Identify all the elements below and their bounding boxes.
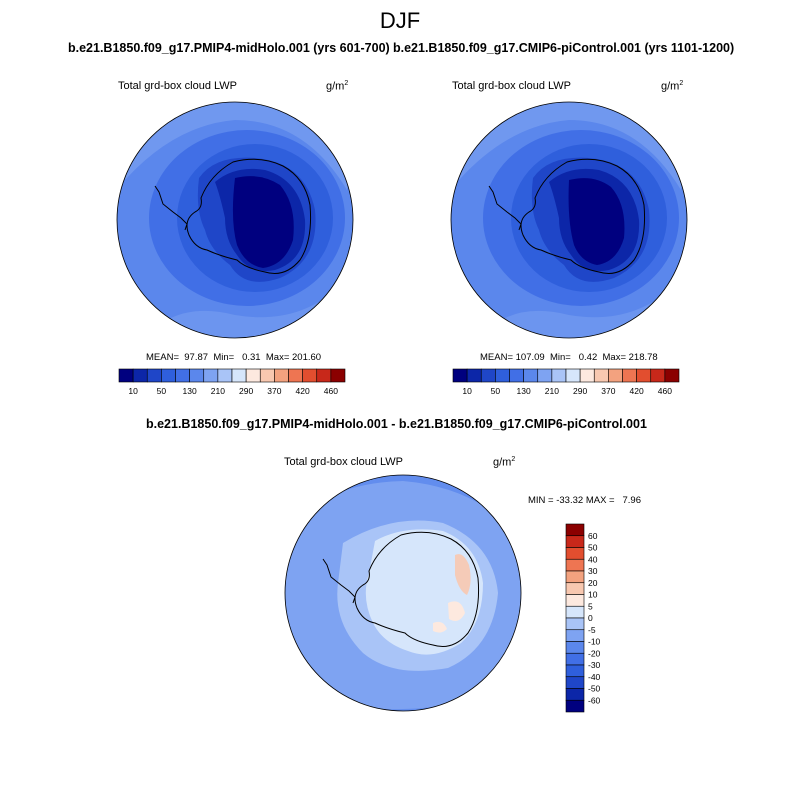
panel2-map xyxy=(450,101,688,339)
panel1-colorbar-swatch xyxy=(146,368,162,383)
diff-colorbar-tick-label: -20 xyxy=(588,648,601,658)
diff-colorbar-swatch xyxy=(565,605,585,619)
panel1-run-title: b.e21.B1850.f09_g17.PMIP4-midHolo.001 (y… xyxy=(68,41,390,55)
diff-colorbar-tick-label: 20 xyxy=(588,578,598,588)
diff-colorbar-tick-label: -30 xyxy=(588,660,601,670)
diff-colorbar-tick-label: 60 xyxy=(588,531,598,541)
panel2-colorbar-swatch xyxy=(509,368,524,383)
panel2-run-title: b.e21.B1850.f09_g17.CMIP6-piControl.001 … xyxy=(393,41,735,55)
diff-colorbar-swatch xyxy=(565,594,585,607)
diff-colorbar-swatch xyxy=(565,664,585,678)
panel2-colorbar-swatch xyxy=(608,368,623,383)
diff-colorbar-tick-label: 50 xyxy=(588,543,598,553)
panel1-colorbar: 10 50 130 210 290 370 420 460 xyxy=(118,368,346,396)
panel1-colorbar-tick-label: 210 xyxy=(211,386,225,396)
panel1-colorbar-swatch xyxy=(302,368,318,383)
diff-colorbar-swatch xyxy=(565,535,585,548)
diff-run-title: b.e21.B1850.f09_g17.PMIP4-midHolo.001 - … xyxy=(146,417,647,431)
panel2-colorbar-tick-label: 210 xyxy=(545,386,559,396)
diff-colorbar-swatch xyxy=(565,582,585,595)
panel2-unit-label: g/m2 xyxy=(661,80,684,93)
panel2-colorbar-tick-label: 290 xyxy=(573,386,587,396)
diff-stats: MIN = -33.32 MAX = 7.96 xyxy=(528,495,641,506)
panel2-colorbar-swatch xyxy=(480,368,496,383)
panel2-colorbar-tick-label: 460 xyxy=(658,386,672,396)
diff-colorbar-tick-label: 30 xyxy=(588,566,598,576)
panel2-colorbar-tick-label: 370 xyxy=(601,386,615,396)
panel2-colorbar-swatch xyxy=(593,368,609,383)
diff-colorbar-swatch xyxy=(565,617,585,631)
diff-colorbar-swatch xyxy=(565,652,585,666)
panel2-colorbar: 10 50 130 210 290 370 420 460 xyxy=(452,368,680,396)
panel1-colorbar-tick-label: 50 xyxy=(157,386,167,396)
diff-colorbar-swatch xyxy=(565,523,585,537)
panel2-colorbar-swatch xyxy=(579,368,595,383)
panel1-colorbar-swatch xyxy=(118,368,134,383)
diff-colorbar-tick-label: -50 xyxy=(588,684,601,694)
panel1-variable-label: Total grd-box cloud LWP xyxy=(118,80,238,92)
panel1-colorbar-swatch xyxy=(288,368,303,383)
panel1-colorbar-tick-label: 10 xyxy=(128,386,138,396)
diff-colorbar-swatch xyxy=(565,699,585,713)
panel1-colorbar-swatch xyxy=(245,368,261,383)
panel2-colorbar-swatch xyxy=(565,368,581,383)
diff-colorbar-tick-label: -40 xyxy=(588,672,601,682)
panel2-stats: MEAN= 107.09 Min= 0.42 Max= 218.78 xyxy=(480,352,658,363)
panel2-colorbar-swatch xyxy=(650,368,666,383)
diff-colorbar-swatch xyxy=(565,688,585,701)
panel1-colorbar-swatch xyxy=(175,368,190,383)
diff-colorbar-tick-label: -60 xyxy=(588,695,601,705)
diff-colorbar-tick-label: 10 xyxy=(588,590,598,600)
diff-colorbar-swatch xyxy=(565,641,585,654)
panel1-colorbar-tick-label: 130 xyxy=(183,386,197,396)
panel1-colorbar-swatch xyxy=(132,368,148,383)
diff-colorbar-tick-label: 5 xyxy=(588,601,593,611)
panel1-map xyxy=(116,101,354,339)
panel1-colorbar-swatch xyxy=(274,368,289,383)
panel2-variable-label: Total grd-box cloud LWP xyxy=(452,80,572,92)
panel1-stats: MEAN= 97.87 Min= 0.31 Max= 201.60 xyxy=(146,352,322,363)
panel2-colorbar-tick-label: 420 xyxy=(630,386,644,396)
diff-map xyxy=(284,474,522,712)
panel2-colorbar-swatch xyxy=(551,368,567,383)
panel2-colorbar-swatch xyxy=(523,368,539,383)
diff-colorbar-tick-label: 0 xyxy=(588,613,593,623)
panel1-colorbar-tick-label: 460 xyxy=(324,386,338,396)
diff-colorbar-swatch xyxy=(565,629,585,642)
panel1-colorbar-swatch xyxy=(217,368,233,383)
diff-variable-label: Total grd-box cloud LWP xyxy=(284,456,404,468)
panel1-unit-label: g/m2 xyxy=(326,80,349,93)
panel1-colorbar-swatch xyxy=(189,368,205,383)
diff-colorbar-swatch xyxy=(565,570,585,584)
diff-unit-label: g/m2 xyxy=(493,456,516,469)
panel1-colorbar-swatch xyxy=(203,368,219,383)
panel2-colorbar-tick-label: 50 xyxy=(491,386,501,396)
diff-colorbar-tick-label: -10 xyxy=(588,637,601,647)
panel2-colorbar-swatch xyxy=(622,368,637,383)
panel1-colorbar-swatch xyxy=(316,368,332,383)
panel2-colorbar-swatch xyxy=(636,368,652,383)
panel2-colorbar-swatch xyxy=(495,368,510,383)
panel2-colorbar-tick-label: 10 xyxy=(462,386,472,396)
figure-title: DJF xyxy=(379,8,421,33)
panel2-colorbar-swatch xyxy=(452,368,468,383)
panel1-colorbar-tick-label: 420 xyxy=(296,386,310,396)
diff-colorbar-tick-label: -5 xyxy=(588,625,596,635)
panel1-colorbar-swatch xyxy=(259,368,275,383)
diff-colorbar-swatch xyxy=(565,547,585,560)
panel2-colorbar-swatch xyxy=(537,368,553,383)
panel1-colorbar-swatch xyxy=(161,368,176,383)
diff-colorbar-swatch xyxy=(565,558,585,572)
panel1-colorbar-tick-label: 290 xyxy=(239,386,253,396)
diff-colorbar-swatch xyxy=(565,676,585,689)
panel2-colorbar-swatch xyxy=(466,368,482,383)
diff-colorbar-tick-label: 40 xyxy=(588,554,598,564)
panel2-colorbar-swatch xyxy=(664,368,680,383)
panel2-colorbar-tick-label: 130 xyxy=(517,386,531,396)
panel1-colorbar-swatch xyxy=(231,368,247,383)
panel1-colorbar-swatch xyxy=(330,368,346,383)
panel1-colorbar-tick-label: 370 xyxy=(267,386,281,396)
